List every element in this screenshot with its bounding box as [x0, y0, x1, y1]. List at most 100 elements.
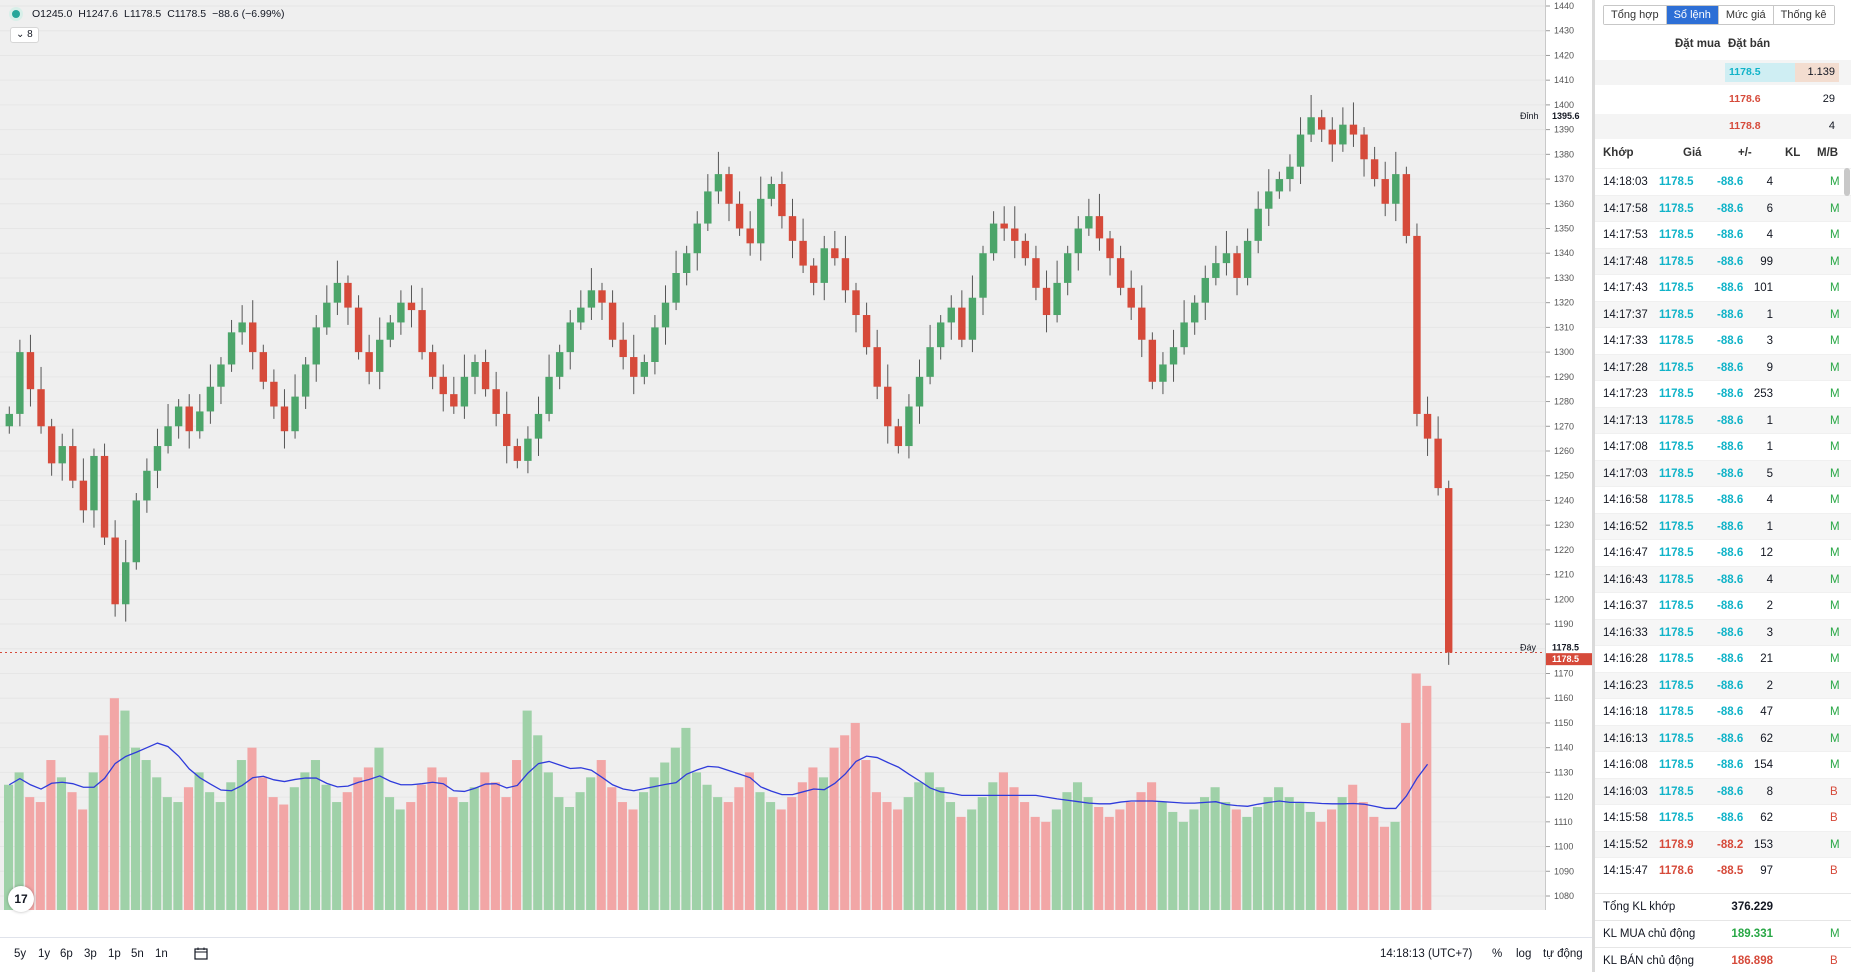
ask-volume: 4 — [1795, 117, 1839, 136]
trade-row[interactable]: 14:16:43 1178.5 -88.6 4 M — [1595, 565, 1851, 593]
timeframe-3p[interactable]: 3p — [84, 948, 97, 960]
volume-bar — [1401, 722, 1411, 910]
candle-body — [1042, 287, 1051, 316]
candle-body — [820, 248, 828, 283]
log-scale-toggle[interactable]: log — [1516, 948, 1532, 960]
tab-statistics[interactable]: Thống kê — [1773, 6, 1834, 24]
trade-side: M — [1830, 202, 1840, 215]
candle-body — [608, 302, 617, 340]
tab-order-book[interactable]: Sổ lệnh — [1666, 6, 1719, 24]
trade-row[interactable]: 14:17:37 1178.5 -88.6 1 M — [1595, 300, 1851, 328]
trade-row[interactable]: 14:16:47 1178.5 -88.6 12 M — [1595, 539, 1851, 566]
price-axis[interactable]: 1080 1090 1100 1110 1120 1130 1140 1150 1160 1170… — [1545, 0, 1593, 910]
candle-body — [1423, 413, 1432, 439]
trade-row[interactable]: 14:17:08 1178.5 -88.6 1 M — [1595, 433, 1851, 460]
trade-row[interactable]: 14:17:13 1178.5 -88.6 1 M — [1595, 406, 1851, 434]
volume-bar — [56, 777, 67, 910]
trade-row[interactable]: 14:17:33 1178.5 -88.6 3 M — [1595, 327, 1851, 354]
candle-body — [534, 413, 543, 439]
candle-body — [291, 396, 299, 432]
indicators-toggle[interactable]: ⌄ 8 — [10, 27, 39, 43]
trade-row[interactable]: 14:16:37 1178.5 -88.6 2 M — [1595, 592, 1851, 619]
trade-row[interactable]: 14:16:52 1178.5 -88.6 1 M — [1595, 512, 1851, 540]
timeframe-6p[interactable]: 6p — [60, 948, 73, 960]
trade-time: 14:17:28 — [1603, 361, 1648, 374]
order-book-row[interactable]: 1178.8 4 — [1595, 114, 1851, 139]
timeframe-1p[interactable]: 1p — [108, 948, 121, 960]
price-marker-value: 1395.6 — [1552, 111, 1580, 121]
trade-row[interactable]: 14:15:52 1178.9 -88.2 153 M — [1595, 830, 1851, 858]
trade-volume: 47 — [1760, 706, 1773, 718]
trade-volume: 9 — [1766, 361, 1773, 374]
candle-body — [1138, 307, 1146, 340]
tradingview-logo-icon[interactable]: 17 — [8, 886, 34, 912]
trade-row[interactable]: 14:17:23 1178.5 -88.6 253 M — [1595, 380, 1851, 407]
percent-scale-toggle[interactable]: % — [1492, 948, 1503, 960]
candle-body — [1201, 277, 1209, 303]
candle-body — [323, 302, 331, 328]
trade-row[interactable]: 14:16:13 1178.5 -88.6 62 M — [1595, 724, 1851, 752]
tab-summary[interactable]: Tổng hợp — [1604, 6, 1667, 24]
auto-scale-toggle[interactable]: tự động — [1543, 948, 1583, 960]
trade-row[interactable]: 14:17:28 1178.5 -88.6 9 M — [1595, 353, 1851, 381]
candle-body — [1360, 134, 1368, 160]
tab-price-levels[interactable]: Mức giá — [1718, 6, 1774, 24]
trade-row[interactable]: 14:18:03 1178.5 -88.6 4 M — [1595, 168, 1851, 195]
trade-row[interactable]: 14:16:58 1178.5 -88.6 4 M — [1595, 486, 1851, 513]
price-marker-label: Đỉnh — [1520, 111, 1539, 121]
volume-bar — [236, 760, 246, 910]
trade-row[interactable]: 14:17:48 1178.5 -88.6 99 M — [1595, 247, 1851, 275]
volume-bar — [1094, 807, 1104, 910]
timeframe-5y[interactable]: 5y — [14, 948, 27, 960]
summary-row: KL BÁN chủ động 186.898 B — [1595, 947, 1851, 974]
price-plot-area[interactable]: Tháng 4Tháng Năm17Tháng 6Tháng 716Tháng … — [0, 0, 1545, 912]
candle-body — [757, 198, 765, 244]
trade-row[interactable]: 14:17:58 1178.5 -88.6 6 M — [1595, 194, 1851, 222]
order-book-row[interactable]: 1178.5 1.139 — [1595, 60, 1851, 85]
chart-panel[interactable]: Tháng 4Tháng Năm17Tháng 6Tháng 716Tháng … — [0, 0, 1593, 973]
candle-body — [79, 480, 88, 511]
trade-row[interactable]: 14:16:18 1178.5 -88.6 47 M — [1595, 698, 1851, 725]
trade-row[interactable]: 14:17:03 1178.5 -88.6 5 M — [1595, 459, 1851, 487]
order-book-row[interactable]: 1178.6 29 — [1595, 87, 1851, 112]
trade-row[interactable]: 14:16:23 1178.5 -88.6 2 M — [1595, 671, 1851, 699]
volume-bar — [575, 792, 585, 910]
trades-scrollbar[interactable] — [1844, 168, 1850, 196]
timeframe-5n[interactable]: 5n — [131, 948, 144, 960]
clock-readout[interactable]: 14:18:13 (UTC+7) — [1380, 948, 1473, 960]
ohlc-legend: O1245.0 H1247.6 L1178.5 C1178.5 −88.6 (−… — [12, 8, 285, 20]
trade-row[interactable]: 14:17:53 1178.5 -88.6 4 M — [1595, 221, 1851, 248]
price-tick-label: 1170 — [1554, 669, 1573, 679]
timeframe-1n[interactable]: 1n — [155, 948, 168, 960]
candle-body — [143, 470, 151, 501]
volume-bar — [1104, 816, 1114, 910]
volume-bar — [882, 802, 892, 910]
trade-change: -88.6 — [1717, 520, 1744, 533]
price-tick-label: 1100 — [1554, 842, 1573, 852]
trade-time: 14:16:18 — [1603, 706, 1648, 718]
volume-bar — [35, 802, 45, 910]
trade-row[interactable]: 14:16:33 1178.5 -88.6 3 M — [1595, 618, 1851, 646]
volume-bar — [1072, 782, 1083, 910]
trade-row[interactable]: 14:15:47 1178.6 -88.5 97 B — [1595, 857, 1851, 884]
volume-bar — [1274, 787, 1284, 910]
candle-body — [587, 290, 596, 308]
trade-row[interactable]: 14:16:08 1178.5 -88.6 154 M — [1595, 751, 1851, 778]
trade-row[interactable]: 14:17:43 1178.5 -88.6 101 M — [1595, 274, 1851, 301]
trade-time: 14:17:33 — [1603, 335, 1648, 347]
volume-bar — [363, 767, 373, 910]
summary-side: B — [1830, 955, 1838, 967]
trade-price: 1178.5 — [1659, 573, 1694, 586]
trade-row[interactable]: 14:16:28 1178.5 -88.6 21 M — [1595, 645, 1851, 672]
trade-price: 1178.5 — [1659, 467, 1694, 480]
candlestick-chart[interactable]: Tháng 4Tháng Năm17Tháng 6Tháng 716Tháng … — [0, 0, 1545, 910]
trade-row[interactable]: 14:15:58 1178.5 -88.6 62 B — [1595, 804, 1851, 831]
timeframe-1y[interactable]: 1y — [38, 948, 51, 960]
trade-change: -88.6 — [1717, 308, 1744, 321]
trade-volume: 3 — [1766, 335, 1773, 347]
trade-time: 14:16:58 — [1603, 494, 1648, 506]
date-range-icon[interactable] — [193, 946, 209, 965]
trade-row[interactable]: 14:16:03 1178.5 -88.6 8 B — [1595, 777, 1851, 805]
candle-body — [1307, 117, 1315, 135]
candle-body — [1286, 166, 1294, 180]
